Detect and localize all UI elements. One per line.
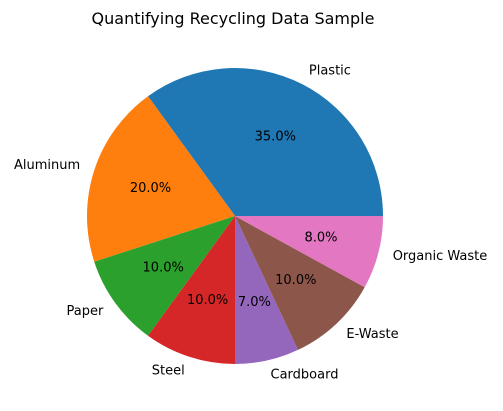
- slice-label-steel: Steel: [152, 363, 185, 378]
- slice-percent-e-waste: 10.0%: [275, 273, 316, 288]
- slice-percent-organic-waste: 8.0%: [304, 231, 337, 246]
- slice-label-organic-waste: Organic Waste: [393, 249, 488, 264]
- chart-title: Quantifying Recycling Data Sample: [92, 9, 375, 28]
- slice-percent-plastic: 35.0%: [255, 129, 296, 144]
- pie-slice-aluminum: [86, 96, 236, 262]
- slice-label-plastic: Plastic: [309, 63, 351, 78]
- pie-slice-e-waste: [235, 216, 365, 350]
- pie-slice-cardboard: [235, 216, 299, 364]
- pie-slice-steel: [148, 216, 235, 364]
- slice-label-e-waste: E-Waste: [346, 327, 398, 342]
- pie-slice-paper: [94, 216, 236, 336]
- pie-slice-plastic: [148, 68, 383, 216]
- slice-percent-paper: 10.0%: [143, 261, 184, 276]
- pie-slice-organic-waste: [235, 216, 383, 288]
- slice-label-paper: Paper: [66, 304, 103, 319]
- slice-percent-labels: 35.0% 20.0% 10.0% 10.0% 7.0% 10.0% 8.0%: [130, 129, 338, 310]
- slice-percent-cardboard: 7.0%: [238, 295, 271, 310]
- slice-label-cardboard: Cardboard: [271, 367, 339, 382]
- slice-percent-aluminum: 20.0%: [130, 181, 171, 196]
- slice-label-aluminum: Aluminum: [14, 158, 80, 173]
- slice-labels: Plastic Aluminum Paper Steel Cardboard E-Wast…: [14, 63, 487, 382]
- slice-percent-steel: 10.0%: [187, 293, 228, 308]
- pie-slices: [86, 68, 383, 364]
